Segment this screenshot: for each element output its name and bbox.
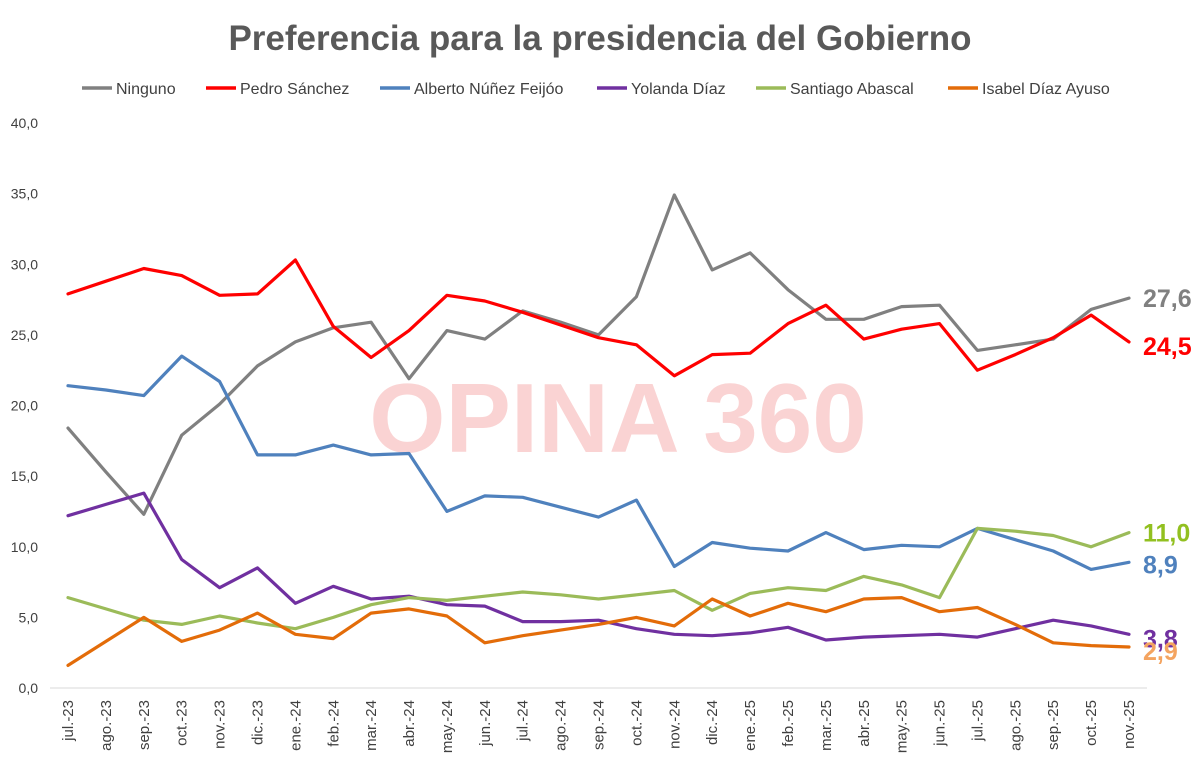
x-tick-label: sep.-23 <box>136 700 153 750</box>
series-line <box>66 354 1131 572</box>
y-tick-label: 35,0 <box>11 186 38 202</box>
x-tick-label: dic.-24 <box>704 700 721 745</box>
series-lines <box>66 193 1131 668</box>
x-tick-label: nov.-24 <box>666 700 683 749</box>
end-value-label: 24,5 <box>1143 333 1192 361</box>
x-tick-label: jul.-25 <box>969 700 986 742</box>
end-value-label: 11,0 <box>1143 520 1190 548</box>
y-tick-label: 15,0 <box>11 468 38 484</box>
series-line <box>66 595 1131 668</box>
x-tick-label: sep.-24 <box>591 700 608 750</box>
end-value-label: 8,9 <box>1143 551 1178 579</box>
y-axis: 0,0 5,0 10,0 15,0 20,0 25,0 30,0 35,0 40,0 <box>11 115 38 696</box>
legend: Ninguno Pedro Sánchez Alberto Núñez Feijóo… <box>82 81 1110 98</box>
x-tick-label: nov.-25 <box>1121 700 1138 749</box>
end-value-label: 27,6 <box>1143 285 1192 313</box>
end-value-label: 3,8 <box>1143 625 1178 653</box>
y-tick-label: 30,0 <box>11 256 38 272</box>
legend-label: Alberto Núñez Feijóo <box>414 81 564 98</box>
x-tick-label: oct.-25 <box>1083 700 1100 746</box>
x-tick-label: nov.-23 <box>212 700 229 749</box>
x-tick-label: jul.-23 <box>60 700 77 742</box>
legend-label: Pedro Sánchez <box>240 81 349 98</box>
x-tick-label: mar.-24 <box>363 700 380 751</box>
x-tick-label: jul.-24 <box>515 700 532 742</box>
series-line <box>66 258 1131 378</box>
x-tick-label: ago.-25 <box>1007 700 1024 751</box>
x-tick-label: feb.-24 <box>325 700 342 747</box>
y-tick-label: 40,0 <box>11 115 38 131</box>
legend-label: Yolanda Díaz <box>631 81 726 98</box>
x-tick-label: ene.-25 <box>742 700 759 751</box>
x-tick-label: may.-24 <box>439 700 456 753</box>
x-tick-label: oct.-23 <box>174 700 191 746</box>
y-tick-label: 5,0 <box>19 609 39 625</box>
x-tick-label: jun.-24 <box>477 700 494 747</box>
x-tick-label: dic.-23 <box>249 700 266 745</box>
legend-label: Ninguno <box>116 81 176 98</box>
x-tick-label: ago.-24 <box>553 700 570 751</box>
watermark-text: OPINA 360 <box>369 363 866 473</box>
x-tick-label: may.-25 <box>894 700 911 753</box>
end-labels: 27,6 24,5 8,9 3,8 11,0 2,9 <box>1143 285 1192 666</box>
chart-title: Preferencia para la presidencia del Gobi… <box>228 19 971 58</box>
x-tick-label: ago.-23 <box>98 700 115 751</box>
y-tick-label: 25,0 <box>11 327 38 343</box>
x-axis: jul.-23 ago.-23 sep.-23 oct.-23 nov.-23 dic.-… <box>50 687 1147 753</box>
series-line <box>66 491 1131 642</box>
series-line <box>66 193 1131 516</box>
x-tick-label: abr.-24 <box>401 700 418 747</box>
y-tick-label: 20,0 <box>11 398 38 414</box>
x-tick-label: abr.-25 <box>856 700 873 747</box>
x-tick-label: jun.-25 <box>932 700 949 747</box>
end-value-label: 2,9 <box>1143 638 1178 666</box>
x-tick-label: ene.-24 <box>287 700 304 751</box>
y-tick-label: 0,0 <box>19 680 39 696</box>
series-line <box>66 526 1131 631</box>
legend-label: Isabel Díaz Ayuso <box>982 81 1110 98</box>
x-tick-label: oct.-24 <box>628 700 645 746</box>
y-tick-label: 10,0 <box>11 539 38 555</box>
x-tick-label: mar.-25 <box>818 700 835 751</box>
x-tick-label: sep.-25 <box>1045 700 1062 750</box>
legend-label: Santiago Abascal <box>790 81 914 98</box>
x-tick-label: feb.-25 <box>780 700 797 747</box>
